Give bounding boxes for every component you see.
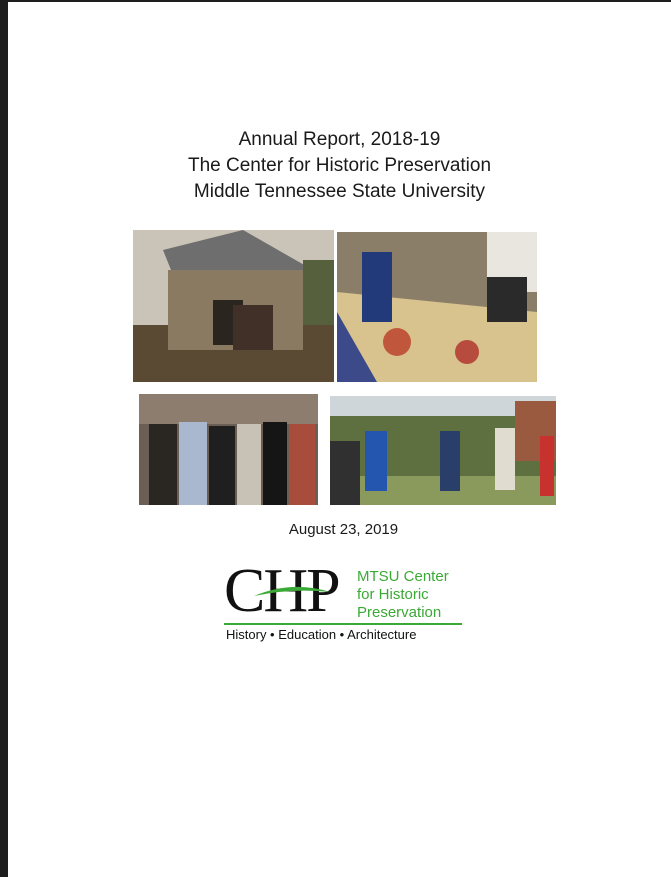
page: Annual Report, 2018-19 The Center for Hi… <box>0 0 671 877</box>
title-block: Annual Report, 2018-19 The Center for Hi… <box>8 127 671 205</box>
title-line: Middle Tennessee State University <box>8 179 671 205</box>
logo-tagline: History • Education • Architecture <box>226 627 416 642</box>
photo-group-indoor <box>139 394 318 505</box>
logo-name-line: MTSU Center <box>357 568 449 586</box>
title-line: Annual Report, 2018-19 <box>8 127 671 153</box>
photo-quilt <box>337 232 537 382</box>
left-border <box>0 0 8 877</box>
logo-name-line: for Historic <box>357 586 449 604</box>
logo-name-line: Preservation <box>357 604 449 622</box>
logo-rule <box>224 623 462 625</box>
logo: CHP MTSU Center for Historic Preservatio… <box>222 560 472 650</box>
logo-name: MTSU Center for Historic Preservation <box>357 568 449 622</box>
photo-cabin <box>133 230 334 382</box>
photo-group-outdoor <box>330 396 556 505</box>
report-date: August 23, 2019 <box>8 521 671 538</box>
title-line: The Center for Historic Preservation <box>8 153 671 179</box>
top-border <box>0 0 671 2</box>
logo-swoosh <box>252 584 332 604</box>
